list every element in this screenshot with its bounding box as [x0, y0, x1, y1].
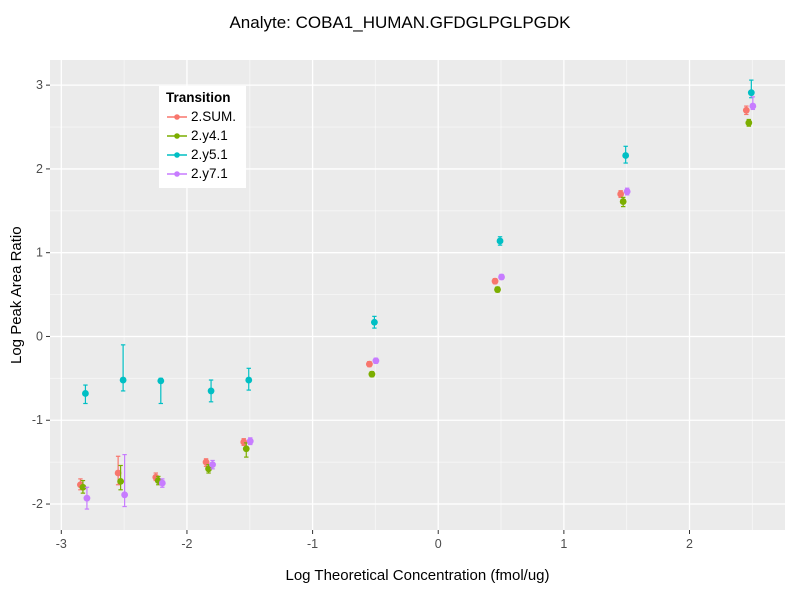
y-tick-label: 0	[36, 329, 43, 343]
data-point	[368, 370, 376, 378]
data-point	[158, 479, 166, 487]
data-point	[372, 357, 380, 365]
data-point	[157, 377, 165, 385]
data-point	[747, 89, 755, 97]
data-point	[617, 190, 625, 198]
legend-key-icon	[167, 113, 187, 120]
legend-item: 2.y5.1	[166, 145, 236, 164]
data-point	[745, 119, 753, 127]
legend-item-label: 2.y5.1	[191, 147, 228, 162]
data-point	[79, 483, 87, 491]
data-point	[622, 152, 630, 159]
data-point	[121, 491, 129, 499]
data-point	[365, 360, 373, 368]
y-tick-label: 2	[36, 162, 43, 176]
data-point	[83, 494, 91, 502]
chart-title: Analyte: COBA1_HUMAN.GFDGLPGLPGDK	[229, 13, 571, 32]
data-point	[119, 376, 127, 384]
data-point	[619, 198, 627, 205]
legend-key-icon	[167, 151, 187, 158]
legend-item: 2.SUM.	[166, 107, 236, 126]
data-point	[491, 277, 499, 285]
legend-item-label: 2.y7.1	[191, 166, 228, 181]
y-tick-label: -2	[32, 497, 43, 511]
legend-title: Transition	[166, 90, 231, 105]
data-point	[207, 387, 215, 395]
y-tick-label: 3	[36, 78, 43, 92]
data-point	[245, 376, 253, 384]
y-tick-label: 1	[36, 246, 43, 260]
data-point	[242, 445, 250, 453]
x-tick-label: -2	[181, 537, 192, 551]
data-point	[749, 102, 757, 110]
data-point	[202, 458, 210, 466]
x-axis-label: Log Theoretical Concentration (fmol/ug)	[285, 567, 550, 584]
x-tick-label: 2	[686, 537, 693, 551]
legend-item: 2.y4.1	[166, 126, 236, 145]
x-tick-label: -3	[56, 537, 67, 551]
data-point	[82, 390, 89, 397]
legend-item-label: 2.SUM.	[191, 109, 237, 124]
data-point	[114, 469, 122, 477]
data-point	[742, 106, 750, 114]
data-point	[117, 478, 125, 485]
data-point	[496, 237, 504, 245]
data-point	[209, 461, 216, 469]
y-tick-label: -1	[32, 413, 43, 427]
data-point	[498, 273, 505, 281]
data-point	[240, 438, 248, 446]
x-tick-label: 1	[560, 537, 567, 551]
legend-key-icon	[167, 170, 187, 177]
legend-key-icon	[167, 132, 187, 139]
x-tick-label: -1	[307, 537, 318, 551]
data-point	[623, 188, 631, 195]
x-tick-label: 0	[435, 537, 442, 551]
legend-item-label: 2.y4.1	[191, 128, 228, 143]
legend: Transition 2.SUM. 2.y4.1 2.y5.1 2.y7.1	[159, 86, 247, 188]
data-point	[494, 286, 501, 293]
legend-item: 2.y7.1	[166, 164, 236, 183]
data-point	[246, 437, 254, 445]
data-point	[370, 318, 378, 326]
